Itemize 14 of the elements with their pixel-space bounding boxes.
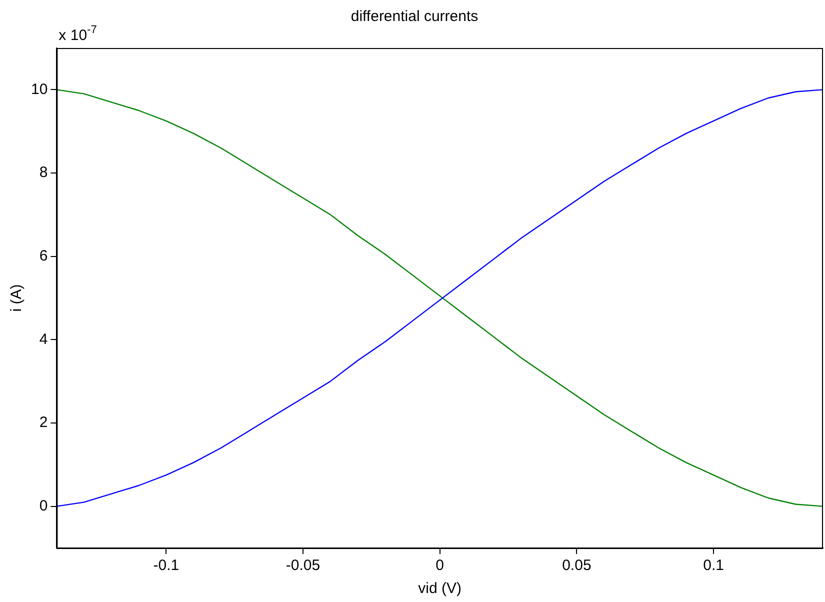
y-tick-label: 8 — [39, 164, 48, 182]
y-tick-label: 6 — [39, 247, 48, 264]
x-tick-label: 0.1 — [703, 557, 724, 574]
y-axis-title: i (A) — [8, 284, 26, 312]
y-tick-label: 2 — [39, 414, 48, 432]
x-tick-label: -0.05 — [286, 557, 320, 574]
x-tick-label: 0.05 — [562, 557, 592, 574]
y-tick-label: 0 — [39, 497, 48, 514]
x-tick-label: -0.1 — [153, 557, 180, 574]
y-tick-label: 4 — [39, 330, 48, 348]
x-axis-title: vid (V) — [418, 580, 462, 598]
y-tick-label: 10 — [30, 80, 48, 98]
x-tick-label: 0 — [436, 557, 444, 574]
chart-title: differential currents — [350, 8, 478, 26]
